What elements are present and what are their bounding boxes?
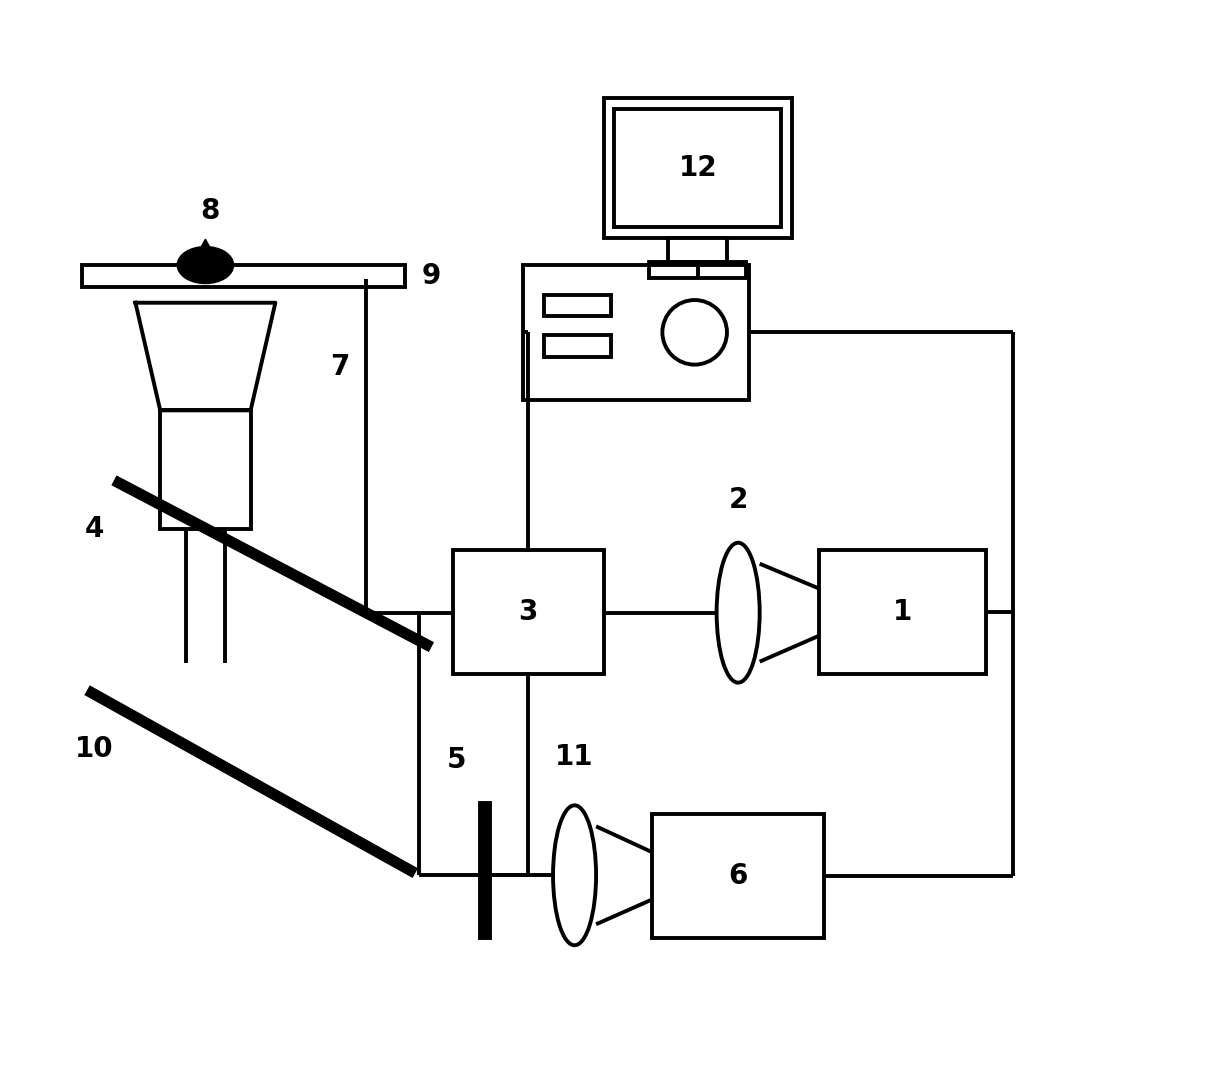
Text: 1: 1 [893, 598, 912, 626]
Bar [604, 98, 792, 238]
Text: 8: 8 [200, 197, 219, 226]
Bar [669, 238, 727, 262]
Text: 11: 11 [555, 743, 594, 770]
Bar [161, 410, 251, 529]
Polygon shape [189, 240, 223, 271]
Bar [544, 334, 611, 356]
Text: 2: 2 [728, 486, 748, 514]
Bar [480, 803, 490, 938]
Ellipse shape [553, 805, 596, 945]
Bar [652, 814, 825, 938]
Bar [818, 550, 985, 674]
Text: 7: 7 [330, 353, 350, 381]
Bar [523, 265, 749, 399]
Bar [614, 109, 781, 228]
Text: 3: 3 [519, 598, 538, 626]
Bar [453, 550, 604, 674]
Bar [649, 262, 747, 278]
Ellipse shape [716, 543, 760, 683]
Text: 4: 4 [85, 515, 105, 543]
Bar [82, 265, 404, 287]
Text: 6: 6 [728, 862, 748, 890]
Text: 5: 5 [447, 746, 466, 774]
Text: 12: 12 [678, 154, 717, 182]
Ellipse shape [179, 248, 233, 283]
Text: 10: 10 [76, 736, 113, 763]
Circle shape [663, 300, 727, 365]
Bar [544, 295, 611, 316]
Text: 9: 9 [421, 262, 441, 290]
